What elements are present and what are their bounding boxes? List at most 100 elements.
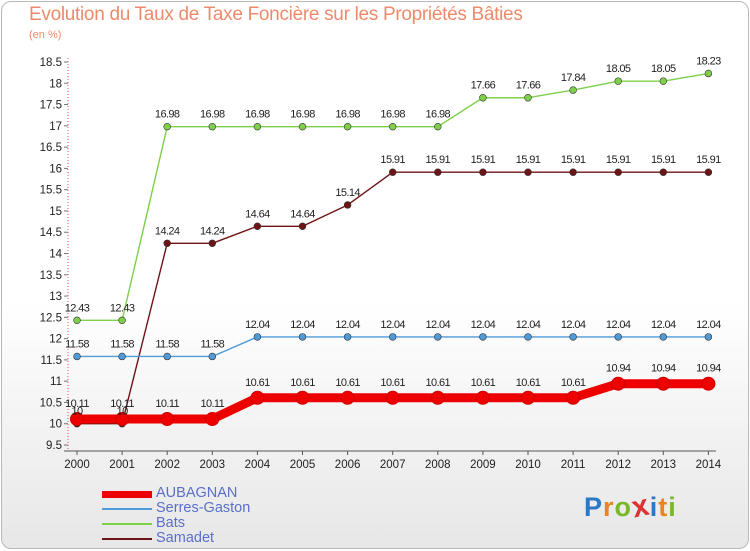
logo-letter: P: [584, 492, 604, 522]
data-point: [704, 333, 713, 341]
data-label: 15.91: [696, 154, 721, 166]
proxiti-logo: Proxiti: [584, 489, 677, 525]
data-label: 14.64: [290, 208, 315, 220]
chart-title: Evolution du Taux de Taxe Foncière sur l…: [29, 4, 523, 25]
data-point: [434, 168, 442, 176]
data-point: [163, 352, 171, 361]
data-point: [614, 333, 622, 341]
x-tick-label: 2013: [651, 459, 677, 471]
data-label: 16.98: [200, 109, 225, 121]
data-point: [73, 316, 81, 325]
data-label: 15.91: [471, 154, 496, 166]
data-label: 16.98: [290, 109, 315, 121]
data-point: [298, 333, 307, 341]
data-label: 12.43: [110, 302, 135, 314]
data-label: 10: [71, 406, 83, 418]
data-point: [70, 412, 84, 427]
data-point: [295, 390, 310, 405]
legend-swatch: [102, 490, 152, 498]
data-point: [659, 333, 667, 341]
y-tick-label: 17: [49, 121, 62, 133]
data-point: [385, 390, 400, 405]
y-tick-label: 11: [50, 376, 62, 388]
x-tick-label: 2002: [154, 459, 180, 471]
y-tick-label: 17.5: [40, 100, 62, 112]
data-point: [524, 94, 532, 102]
data-label: 10.11: [200, 398, 224, 410]
x-tick-label: 2004: [245, 459, 271, 471]
data-point: [253, 333, 262, 341]
y-tick-label: 10.5: [40, 397, 62, 409]
data-point: [118, 352, 126, 361]
data-point: [611, 376, 626, 391]
chart-legend: AUBAGNAN Serres-Gaston Bats Samadet: [102, 485, 322, 546]
data-point: [298, 122, 307, 131]
data-point: [614, 168, 622, 176]
data-label: 11.58: [155, 338, 179, 350]
unit-label: (en %): [29, 29, 62, 41]
data-label: 18.05: [651, 63, 676, 75]
legend-item: Bats: [102, 515, 322, 531]
data-point: [253, 222, 262, 230]
logo-letter: i: [649, 492, 659, 522]
data-point: [250, 390, 265, 405]
data-label: 16.98: [335, 109, 360, 121]
data-point: [163, 122, 171, 131]
data-point: [475, 390, 490, 405]
data-label: 12.04: [696, 319, 721, 331]
data-label: 10.94: [651, 363, 676, 375]
y-tick-label: 13: [49, 291, 62, 303]
data-label: 10.61: [516, 377, 541, 389]
y-tick-label: 10: [49, 419, 62, 431]
data-point: [389, 333, 397, 341]
data-label: 12.04: [335, 319, 360, 331]
data-label: 12.04: [380, 319, 405, 331]
data-point: [479, 333, 487, 341]
legend-item: Samadet: [102, 530, 322, 546]
data-point: [521, 390, 535, 405]
y-tick-label: 12: [49, 334, 62, 346]
data-label: 14.24: [155, 225, 180, 237]
data-label: 17.66: [516, 80, 541, 92]
data-point: [343, 201, 352, 209]
logo-letter: t: [658, 492, 669, 522]
data-point: [340, 390, 355, 405]
data-label: 10.94: [606, 363, 631, 375]
y-tick-label: 15.5: [40, 185, 62, 197]
data-point: [343, 122, 352, 131]
data-label: 10.11: [65, 398, 89, 410]
data-label: 10.61: [380, 377, 405, 389]
data-label: 12.04: [471, 319, 496, 331]
legend-swatch: [102, 523, 152, 525]
data-point: [434, 122, 442, 131]
data-label: 12.04: [245, 319, 270, 331]
x-tick-label: 2006: [335, 459, 361, 471]
data-label: 10.61: [471, 377, 496, 389]
data-point: [704, 69, 713, 78]
logo-letter: r: [603, 492, 615, 522]
data-label: 12.04: [290, 319, 315, 331]
data-point: [118, 316, 126, 325]
data-point: [479, 168, 487, 176]
data-label: 16.98: [155, 109, 180, 121]
x-tick-label: 2007: [380, 459, 406, 471]
data-point: [208, 122, 217, 131]
data-label: 18.05: [606, 63, 631, 75]
data-label: 10.11: [110, 398, 134, 410]
data-label: 15.14: [335, 187, 360, 199]
x-tick-label: 2000: [64, 459, 90, 471]
data-label: 17.84: [561, 72, 586, 84]
data-label: 12.04: [516, 319, 541, 331]
legend-item: AUBAGNAN: [102, 485, 322, 501]
data-label: 10.61: [426, 377, 451, 389]
data-label: 12.43: [65, 302, 90, 314]
x-tick-label: 2010: [515, 459, 541, 471]
data-label: 15.91: [426, 154, 451, 166]
data-point: [704, 168, 713, 176]
data-label: 15.91: [561, 154, 586, 166]
data-label: 14.24: [200, 225, 225, 237]
data-point: [569, 86, 577, 94]
legend-label: Serres-Gaston: [156, 500, 251, 516]
x-tick-label: 2005: [290, 459, 316, 471]
